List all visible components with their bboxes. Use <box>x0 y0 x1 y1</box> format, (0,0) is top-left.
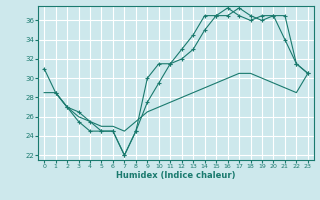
X-axis label: Humidex (Indice chaleur): Humidex (Indice chaleur) <box>116 171 236 180</box>
